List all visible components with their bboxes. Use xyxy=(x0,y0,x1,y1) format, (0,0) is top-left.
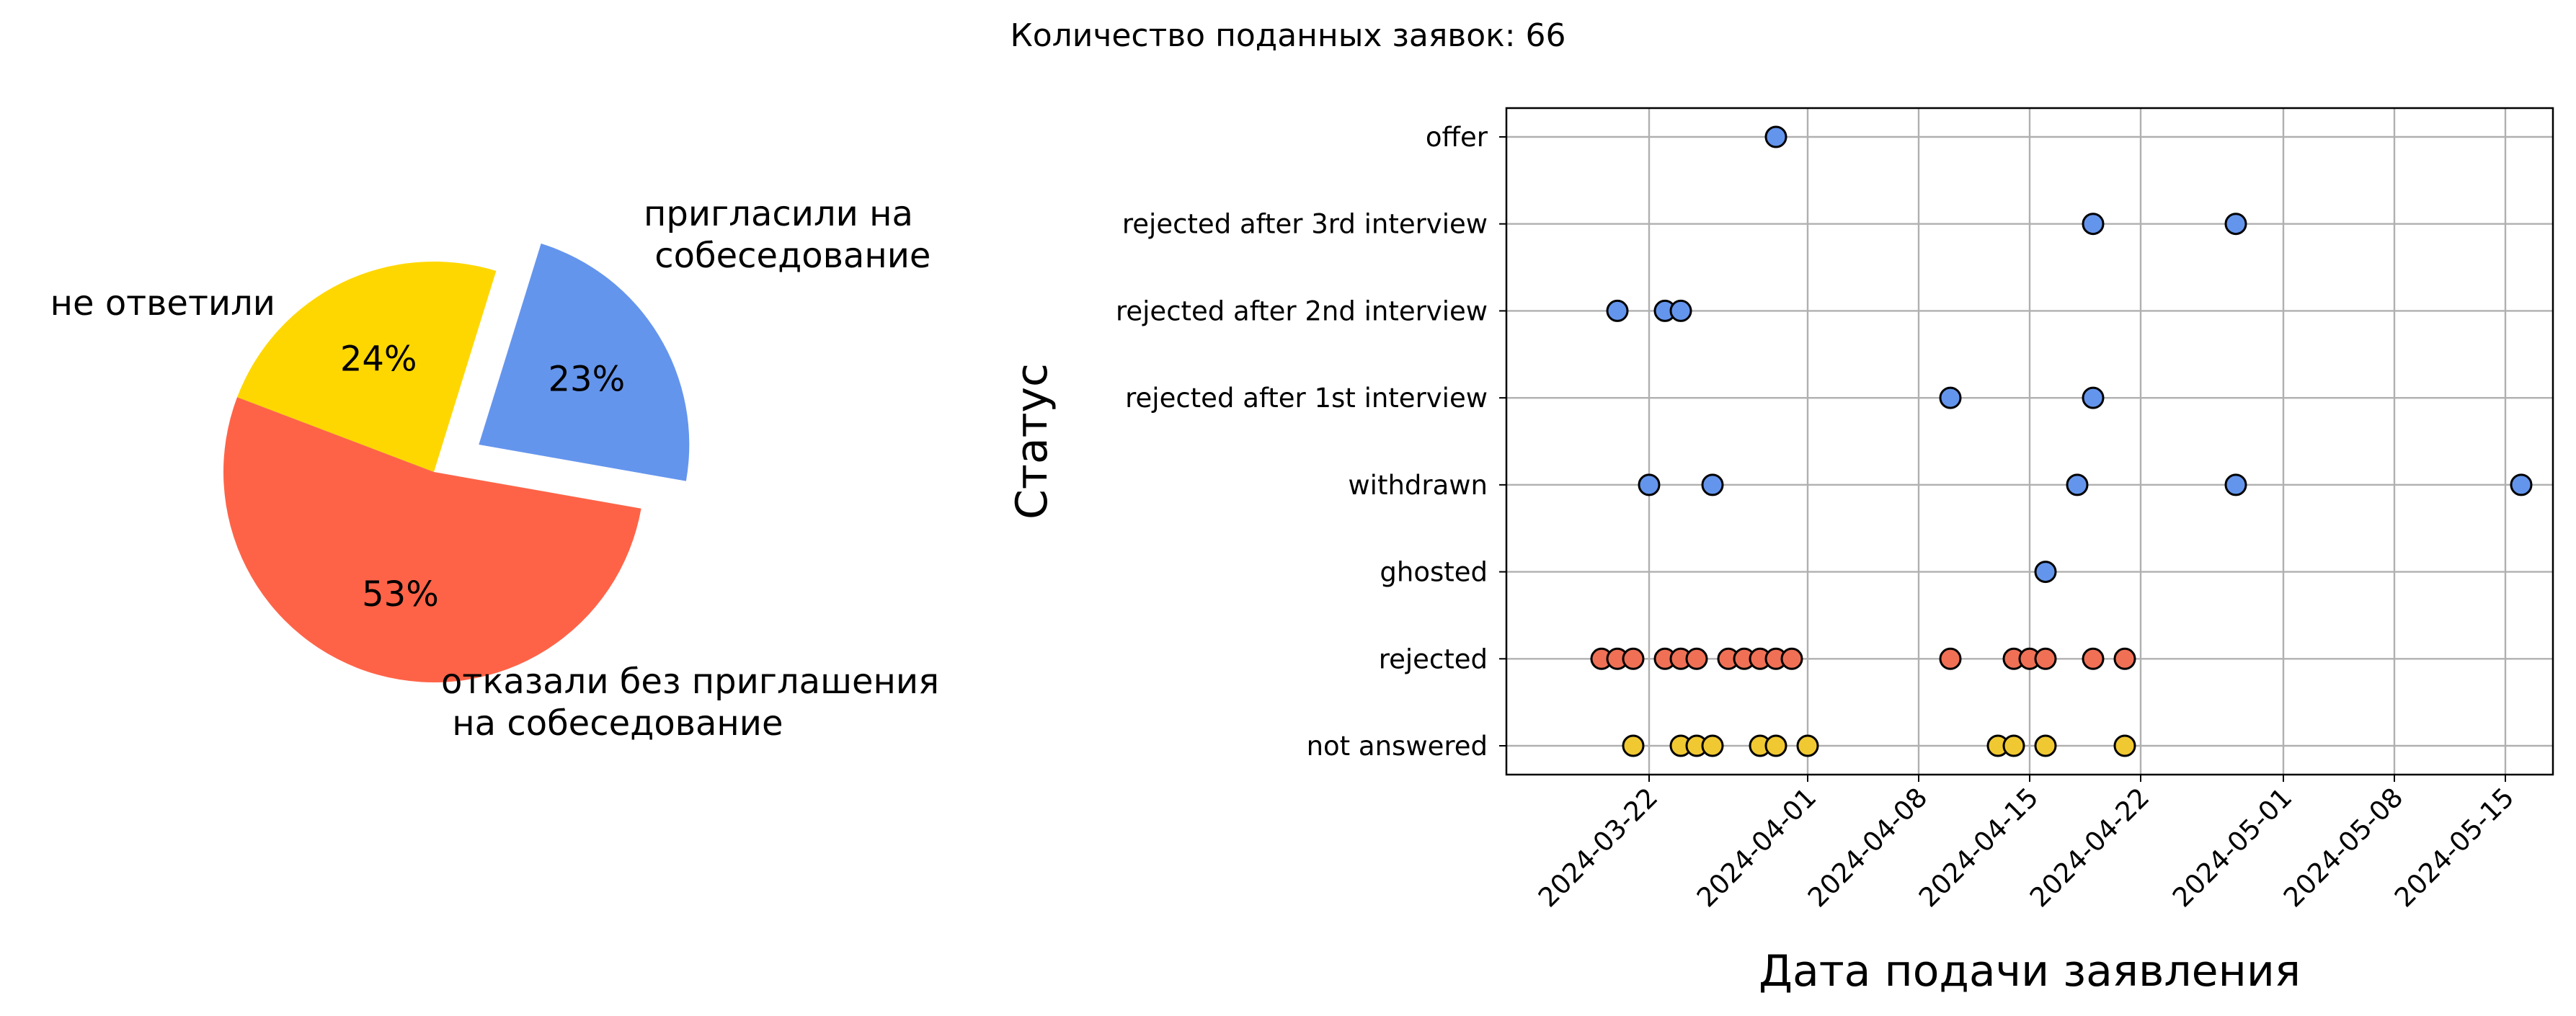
scatter-point-7-8 xyxy=(2002,734,2025,757)
scatter-point-6-16 xyxy=(2113,647,2136,670)
pie-pct-label-0: 23% xyxy=(548,360,626,400)
pie-slice-label-1: не ответили xyxy=(50,283,275,324)
scatter-point-3-1 xyxy=(2082,386,2105,409)
pie-slice-label-2: отказали без приглашения на собеседовани… xyxy=(441,661,939,744)
x-tick-label-1: 2024-04-01 xyxy=(1691,782,1822,913)
y-tick-label-7: offer xyxy=(1426,122,1488,153)
scatter-point-6-10 xyxy=(1780,647,1803,670)
scatter-point-6-15 xyxy=(2082,647,2105,670)
x-tick-label-4: 2024-04-22 xyxy=(2024,782,2155,913)
y-tick-label-0: not answered xyxy=(1307,731,1488,762)
scatter-point-4-2 xyxy=(2066,473,2089,496)
y-tick-label-4: rejected after 1st interview xyxy=(1125,383,1488,414)
scatter-point-2-0 xyxy=(1606,299,1629,322)
y-tick-label-5: rejected after 2nd interview xyxy=(1116,295,1488,326)
scatter-point-7-9 xyxy=(2034,734,2057,757)
scatter-point-0-0 xyxy=(1764,125,1787,148)
pie-pct-label-1: 24% xyxy=(340,339,417,380)
scatter-point-4-3 xyxy=(2224,473,2247,496)
scatter-point-1-1 xyxy=(2224,213,2247,236)
scatter-point-7-6 xyxy=(1796,734,1819,757)
scatter-point-4-4 xyxy=(2510,473,2533,496)
x-tick-label-6: 2024-05-08 xyxy=(2278,782,2409,913)
plot-frame xyxy=(1505,107,2554,776)
scatter-point-6-11 xyxy=(1939,647,1962,670)
scatter-point-2-2 xyxy=(1669,299,1692,322)
pie-pct-label-2: 53% xyxy=(362,574,439,615)
scatter-point-4-0 xyxy=(1638,473,1661,496)
x-axis-label: Дата подачи заявления xyxy=(1759,946,2301,997)
x-tick-label-3: 2024-04-15 xyxy=(1913,782,2044,913)
y-axis-label: Статус xyxy=(1007,363,1057,520)
chart-suptitle: Количество поданных заявок: 66 xyxy=(1010,17,1566,54)
y-tick-label-6: rejected after 3rd interview xyxy=(1122,209,1488,240)
scatter-point-7-3 xyxy=(1701,734,1724,757)
scatter-point-7-0 xyxy=(1622,734,1645,757)
pie-chart: 23% пригласили на собеседование 24% не отве… xyxy=(50,194,939,744)
x-tick-label-7: 2024-05-15 xyxy=(2389,782,2520,913)
pie-slice-0 xyxy=(479,244,690,481)
scatter-point-5-0 xyxy=(2034,561,2057,584)
scatter-point-3-0 xyxy=(1939,386,1962,409)
scatter-point-6-14 xyxy=(2034,647,2057,670)
scatter-point-1-0 xyxy=(2082,213,2105,236)
pie-slice-label-0: пригласили на собеседование xyxy=(644,194,931,276)
scatter-chart: not answered rejected ghosted withdrawn reje… xyxy=(1007,107,2554,997)
x-tick-label-2: 2024-04-08 xyxy=(1802,782,1933,913)
scatter-point-7-5 xyxy=(1764,734,1787,757)
y-tick-label-3: withdrawn xyxy=(1348,470,1488,501)
scatter-point-7-10 xyxy=(2113,734,2136,757)
pie-slice-1 xyxy=(237,262,497,472)
scatter-point-6-5 xyxy=(1685,647,1708,670)
y-tick-label-1: rejected xyxy=(1379,643,1488,674)
scatter-point-6-2 xyxy=(1622,647,1645,670)
y-tick-label-2: ghosted xyxy=(1380,557,1488,588)
pie-slice-2 xyxy=(223,397,641,683)
x-tick-label-0: 2024-03-22 xyxy=(1532,782,1664,913)
scatter-point-4-1 xyxy=(1701,473,1724,496)
x-tick-label-5: 2024-05-01 xyxy=(2167,782,2298,913)
